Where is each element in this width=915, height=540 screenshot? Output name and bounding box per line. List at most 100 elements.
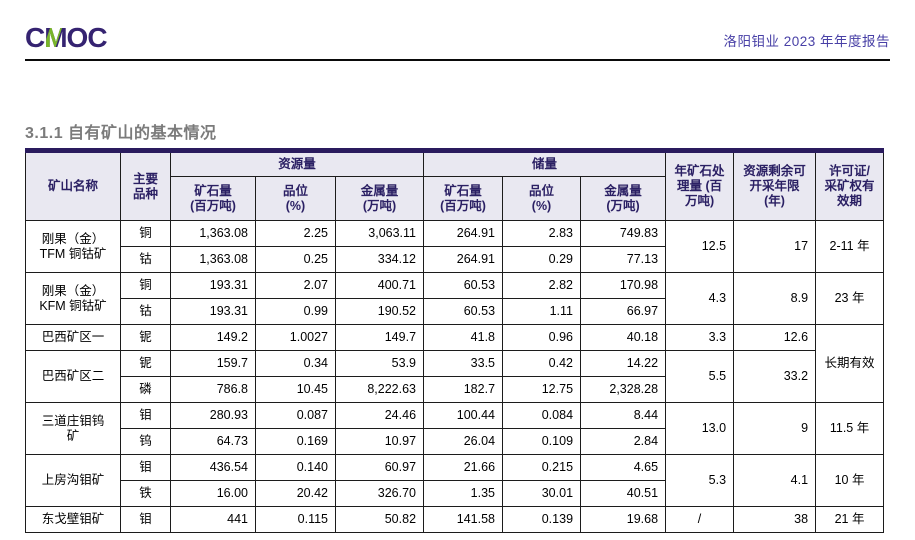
resources-metal-cell: 50.82 [334,506,425,533]
reserves-grade-cell: 0.215 [502,454,582,481]
table-row: 磷 786.8 10.45 8,222.63 182.7 12.75 2,328.28 [26,376,884,403]
resources-metal-cell: 24.46 [334,402,425,429]
license-cell: 长期有效 [815,324,885,403]
remaining-years-cell: 4.1 [733,454,817,507]
remaining-years-cell: 17 [733,220,817,273]
mine-name-cell: 东戈壁钼矿 [25,506,121,533]
annual-processing-cell: 12.5 [665,220,735,273]
reserves-metal-cell: 170.98 [580,272,667,299]
variety-cell: 铌 [120,324,171,351]
reserves-metal-cell: 40.18 [580,324,667,351]
resources-metal-cell: 60.97 [334,454,425,481]
resources-grade-cell: 0.34 [255,350,336,377]
variety-cell: 铜 [120,220,171,247]
resources-ore-cell: 786.8 [170,376,256,403]
mine-name-cell: 刚果（金） KFM 铜钴矿 [25,272,121,325]
col-header-mine-name: 矿山名称 [25,150,121,221]
reserves-metal-cell: 2.84 [580,428,667,455]
resources-ore-cell: 64.73 [170,428,256,455]
table-row: 刚果（金） KFM 铜钴矿铜 193.31 2.07 400.71 60.53 2.82 1… [25,272,885,325]
variety-cell: 钴 [120,298,171,325]
resources-grade-cell: 0.115 [255,506,336,533]
license-cell: 2-11 年 [815,220,885,273]
variety-cell: 磷 [120,376,171,403]
reserves-grade-cell: 0.139 [502,506,582,533]
reserves-metal-cell: 66.97 [580,298,667,325]
table-row: 刚果（金） TFM 铜钴矿铜 1,363.08 2.25 3,063.11 264.91… [25,220,885,273]
mine-name-cell: 巴西矿区二 [25,350,121,403]
variety-cell: 钴 [120,246,171,273]
annual-processing-cell: 5.5 [665,350,735,403]
resources-ore-cell: 159.7 [170,350,256,377]
resources-ore-cell: 280.93 [170,402,256,429]
variety-cell: 铁 [120,480,171,507]
reserves-grade-cell: 0.29 [502,246,582,273]
resources-ore-cell: 1,363.08 [170,220,256,247]
resources-ore-cell: 193.31 [170,298,256,325]
reserves-grade-cell: 2.82 [502,272,582,299]
reserves-grade-cell: 2.83 [502,220,582,247]
remaining-years-cell: 9 [733,402,817,455]
cmoc-logo: CMOC CMOC [25,22,108,52]
col-header-variety: 主要 品种 [120,150,171,221]
header-sub-row: 矿石量 (百万吨) 品位 (%) 金属量 (万吨) 矿石量 (百万吨) 品位 (… [26,176,884,221]
resources-metal-cell: 326.70 [334,480,425,507]
resources-ore-cell: 193.31 [170,272,256,299]
license-cell: 23 年 [815,272,885,325]
reserves-ore-cell: 21.66 [423,454,504,481]
reserves-ore-cell: 41.8 [423,324,504,351]
reserves-metal-cell: 77.13 [580,246,667,273]
reserves-grade-cell: 0.084 [502,402,582,429]
section-title: 3.1.1 自有矿山的基本情况 [25,125,217,142]
resources-grade-cell: 0.169 [255,428,336,455]
remaining-years-cell: 12.6 [733,324,817,351]
resources-ore-cell: 16.00 [170,480,256,507]
col-header-reserves-ore: 矿石量 (百万吨) [423,176,504,221]
reserves-ore-cell: 33.5 [423,350,504,377]
col-header-reserves-group: 储量 [423,150,667,177]
resources-metal-cell: 190.52 [334,298,425,325]
variety-cell: 钼 [120,402,171,429]
license-cell: 10 年 [815,454,885,507]
col-header-annual-processing: 年矿石处 理量 (百 万吨) [665,150,735,221]
resources-grade-cell: 10.45 [255,376,336,403]
table-row: 巴西矿区一铌 149.2 1.0027 149.7 41.8 0.96 40.18 3.3 12… [25,324,885,403]
header-group-row: 矿山名称 主要 品种 资源量 储量 年矿石处 理量 (百 万吨) 资源剩余可 开… [25,150,885,221]
reserves-metal-cell: 2,328.28 [580,376,667,403]
reserves-ore-cell: 100.44 [423,402,504,429]
license-cell: 11.5 年 [815,402,885,455]
reserves-ore-cell: 264.91 [423,246,504,273]
remaining-years-cell: 8.9 [733,272,817,325]
resources-grade-cell: 0.25 [255,246,336,273]
reserves-grade-cell: 30.01 [502,480,582,507]
table-row: 钴 1,363.08 0.25 334.12 264.91 0.29 77.13 [26,246,884,273]
reserves-ore-cell: 60.53 [423,298,504,325]
table-row: 三道庄钼钨 矿钼 280.93 0.087 24.46 100.44 0.084 8.44 1… [25,402,885,455]
resources-metal-cell: 400.71 [334,272,425,299]
table-row: 上房沟钼矿钼 436.54 0.140 60.97 21.66 0.215 4.65 5.3 4… [25,454,885,507]
mine-name-cell: 巴西矿区一 [25,324,121,351]
remaining-years-cell: 38 [733,506,817,533]
resources-metal-cell: 10.97 [334,428,425,455]
col-header-resources-grade: 品位 (%) [255,176,336,221]
annual-processing-cell: 4.3 [665,272,735,325]
resources-grade-cell: 2.25 [255,220,336,247]
reserves-grade-cell: 0.42 [502,350,582,377]
col-header-resources-group: 资源量 [169,150,425,177]
resources-grade-cell: 0.99 [255,298,336,325]
reserves-grade-cell: 1.11 [502,298,582,325]
table-row: 铁 16.00 20.42 326.70 1.35 30.01 40.51 [26,480,884,507]
reserves-metal-cell: 749.83 [580,220,667,247]
mine-name-cell: 刚果（金） TFM 铜钴矿 [25,220,121,273]
resources-ore-cell: 441 [170,506,256,533]
mine-table-body: 刚果（金） TFM 铜钴矿铜 1,363.08 2.25 3,063.11 264.91… [25,220,885,533]
reserves-grade-cell: 0.96 [502,324,582,351]
resources-metal-cell: 3,063.11 [334,220,425,247]
mines-table: 矿山名称 主要 品种 资源量 储量 年矿石处 理量 (百 万吨) 资源剩余可 开… [25,148,885,533]
resources-grade-cell: 2.07 [255,272,336,299]
resources-metal-cell: 53.9 [334,350,425,377]
variety-cell: 铌 [120,350,171,377]
reserves-metal-cell: 19.68 [580,506,667,533]
page-header: CMOC CMOC 洛阳钼业 2023 年年度报告 [25,22,890,61]
reserves-grade-cell: 12.75 [502,376,582,403]
